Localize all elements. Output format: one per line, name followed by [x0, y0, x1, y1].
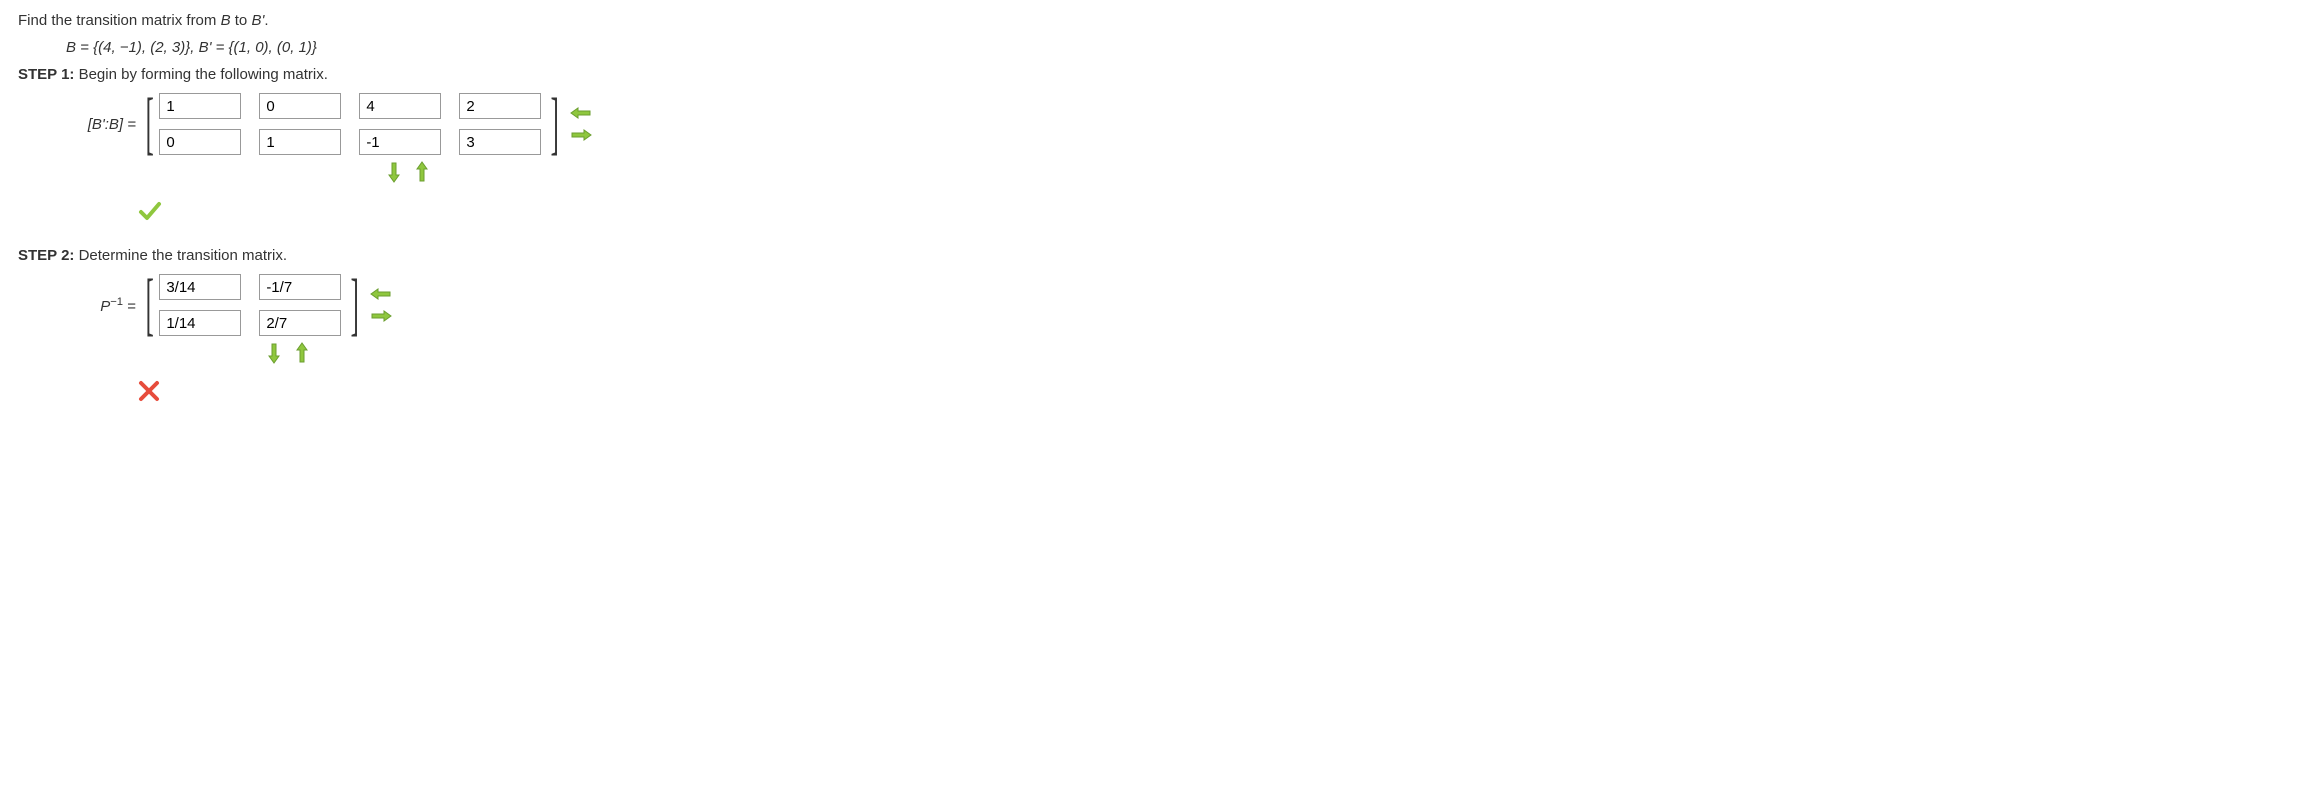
check-icon: [138, 199, 162, 223]
right-bracket-2: ]: [351, 275, 359, 335]
cross-icon: [138, 380, 160, 402]
prompt-to: to: [231, 12, 252, 29]
step2-section: STEP 2: Determine the transition matrix.…: [18, 247, 2302, 406]
step1-cell-0-3[interactable]: [459, 93, 541, 119]
step1-cell-0-0[interactable]: [159, 93, 241, 119]
remove-row-button[interactable]: [410, 163, 434, 181]
add-row-button-2[interactable]: [262, 344, 286, 362]
step1-cell-1-0[interactable]: [159, 129, 241, 155]
prompt-line-1: Find the transition matrix from B to B'.: [18, 12, 2302, 29]
step2-eq: =: [123, 298, 136, 315]
step2-exp: −1: [110, 296, 123, 308]
step2-feedback-incorrect: [138, 380, 2302, 406]
remove-row-button-2[interactable]: [290, 344, 314, 362]
step1-section: STEP 1: Begin by forming the following m…: [18, 66, 2302, 227]
step2-row-arrows: [258, 344, 318, 362]
step1-lhs: [B':B] =: [66, 116, 136, 133]
step1-cell-0-1[interactable]: [259, 93, 341, 119]
step2-cell-1-1[interactable]: [259, 310, 341, 336]
step2-heading: STEP 2: Determine the transition matrix.: [18, 247, 2302, 264]
step1-cell-1-3[interactable]: [459, 129, 541, 155]
prompt-prefix: Find the transition matrix from: [18, 12, 221, 29]
step1-text: Begin by forming the following matrix.: [74, 66, 327, 83]
remove-column-button[interactable]: [569, 104, 593, 122]
step1-cell-0-2[interactable]: [359, 93, 441, 119]
step2-label: STEP 2:: [18, 247, 74, 264]
step1-label: STEP 1:: [18, 66, 74, 83]
prompt-bprime: B': [251, 12, 264, 29]
step2-lhs: P−1 =: [66, 296, 136, 315]
prompt-b: B: [221, 12, 231, 29]
step2-cell-0-0[interactable]: [159, 274, 241, 300]
step2-cell-0-1[interactable]: [259, 274, 341, 300]
add-column-button[interactable]: [569, 126, 593, 144]
step2-matrix-cells: [159, 274, 345, 336]
step1-heading: STEP 1: Begin by forming the following m…: [18, 66, 2302, 83]
step2-cell-1-0[interactable]: [159, 310, 241, 336]
left-bracket: [: [146, 94, 154, 154]
step2-var: P: [100, 298, 110, 315]
step1-cell-1-2[interactable]: [359, 129, 441, 155]
remove-column-button-2[interactable]: [369, 285, 393, 303]
right-bracket: ]: [551, 94, 559, 154]
step1-row-arrows: [378, 163, 438, 181]
step1-matrix-cells: [159, 93, 545, 155]
step2-matrix-row: P−1 = [ ]: [66, 274, 2302, 336]
add-column-button-2[interactable]: [369, 307, 393, 325]
step1-cell-1-1[interactable]: [259, 129, 341, 155]
left-bracket-2: [: [146, 275, 154, 335]
step1-col-arrows: [569, 104, 593, 144]
prompt-suffix: .: [264, 12, 268, 29]
step2-text: Determine the transition matrix.: [74, 247, 287, 264]
step1-feedback-correct: [138, 199, 2302, 227]
step2-col-arrows: [369, 285, 393, 325]
basis-definition: B = {(4, −1), (2, 3)}, B' = {(1, 0), (0,…: [66, 39, 2302, 56]
step1-matrix-row: [B':B] = [ ]: [66, 93, 2302, 155]
add-row-button[interactable]: [382, 163, 406, 181]
